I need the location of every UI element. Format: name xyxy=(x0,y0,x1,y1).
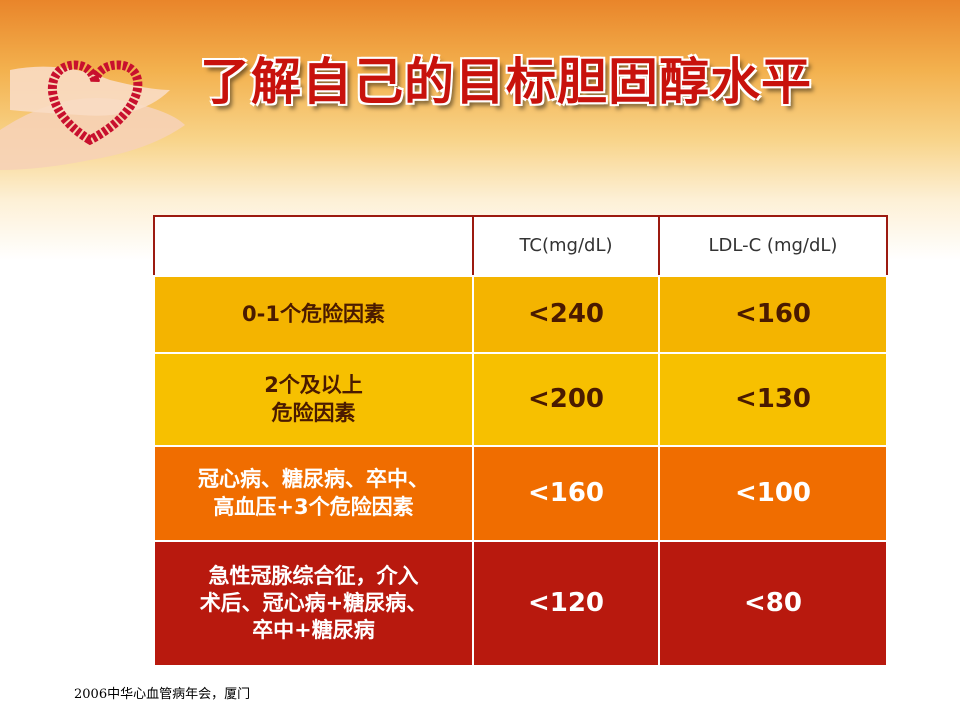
row-label-line: 冠心病、糖尿病、卒中、 xyxy=(198,467,429,492)
ldl-value: <160 xyxy=(734,298,812,329)
row-label-cell: 急性冠脉综合征，介入 术后、冠心病+糖尿病、 卒中+糖尿病 xyxy=(153,540,474,667)
source-note: 2006中华心血管病年会，厦门 xyxy=(74,687,251,702)
tc-cell: <240 xyxy=(472,275,660,354)
tc-value: <160 xyxy=(527,477,605,508)
header-blank-cell xyxy=(153,215,474,277)
column-header: LDL-C (mg/dL) xyxy=(658,215,888,277)
ldl-cell: <130 xyxy=(658,352,888,447)
row-label-line: 急性冠脉综合征，介入 xyxy=(208,563,419,588)
row-label-line: 卒中+糖尿病 xyxy=(252,618,375,643)
tc-cell: <120 xyxy=(472,540,660,667)
tc-value: <120 xyxy=(527,587,605,618)
ldl-value: <100 xyxy=(734,477,812,508)
slide-title: 了解自己的目标胆固醇水平 xyxy=(200,53,812,111)
column-header: TC(mg/dL) xyxy=(472,215,660,277)
row-label-cell: 冠心病、糖尿病、卒中、 高血压+3个危险因素 xyxy=(153,445,474,542)
tc-value: <200 xyxy=(527,383,605,414)
row-label-line: 2个及以上 xyxy=(264,373,363,398)
ldl-cell: <160 xyxy=(658,275,888,354)
row-label-line: 高血压+3个危险因素 xyxy=(213,494,414,519)
column-header-text: TC(mg/dL) xyxy=(519,235,613,257)
column-header-text: LDL-C (mg/dL) xyxy=(708,235,838,257)
heart-hands-icon xyxy=(0,60,185,170)
row-label-line: 危险因素 xyxy=(271,400,356,425)
tc-value: <240 xyxy=(527,298,605,329)
row-label-line: 0-1个危险因素 xyxy=(242,301,385,326)
ldl-cell: <100 xyxy=(658,445,888,542)
row-label-cell: 0-1个危险因素 xyxy=(153,275,474,354)
ldl-cell: <80 xyxy=(658,540,888,667)
ldl-value: <130 xyxy=(734,383,812,414)
ldl-value: <80 xyxy=(744,587,802,618)
tc-cell: <160 xyxy=(472,445,660,542)
row-label-cell: 2个及以上 危险因素 xyxy=(153,352,474,447)
row-label-line: 术后、冠心病+糖尿病、 xyxy=(199,590,428,615)
tc-cell: <200 xyxy=(472,352,660,447)
